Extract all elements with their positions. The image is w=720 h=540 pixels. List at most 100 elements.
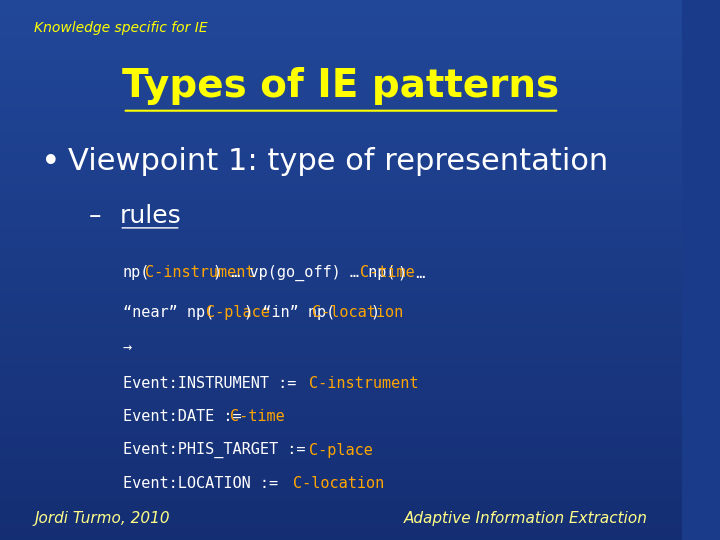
Bar	[0, 502, 682, 508]
Text: Event:LOCATION :=: Event:LOCATION :=	[122, 476, 287, 491]
Text: Adaptive Information Extraction: Adaptive Information Extraction	[404, 511, 648, 526]
Text: •: •	[41, 145, 60, 179]
Bar	[0, 421, 682, 427]
Bar	[0, 227, 682, 232]
Bar	[0, 97, 682, 103]
Bar	[0, 70, 682, 76]
Bar	[0, 146, 682, 151]
Bar	[0, 313, 682, 319]
Bar	[0, 497, 682, 502]
Text: Types of IE patterns: Types of IE patterns	[122, 68, 559, 105]
Bar	[0, 286, 682, 292]
Bar	[0, 32, 682, 38]
Bar	[0, 232, 682, 238]
Bar	[0, 346, 682, 351]
Bar	[0, 470, 682, 475]
Bar	[0, 189, 682, 194]
Bar	[0, 464, 682, 470]
Text: –: –	[89, 204, 101, 228]
Bar	[0, 410, 682, 416]
Bar	[0, 167, 682, 173]
Bar	[0, 248, 682, 254]
Bar	[0, 92, 682, 97]
Bar	[0, 5, 682, 11]
Bar	[0, 108, 682, 113]
Bar	[0, 275, 682, 281]
Bar	[0, 103, 682, 108]
Bar	[0, 81, 682, 86]
Text: Event:DATE :=: Event:DATE :=	[122, 409, 251, 424]
Bar	[0, 513, 682, 518]
Bar	[0, 27, 682, 32]
Text: C-instrument: C-instrument	[145, 265, 254, 280]
Bar	[0, 297, 682, 302]
Bar	[0, 221, 682, 227]
Text: →: →	[122, 340, 132, 355]
Text: ) … vp(go_off) … np(: ) … vp(go_off) … np(	[213, 265, 395, 281]
Text: C-time: C-time	[230, 409, 285, 424]
Text: C-place: C-place	[206, 305, 270, 320]
Text: C-place: C-place	[309, 443, 373, 457]
Bar	[0, 0, 682, 5]
Bar	[0, 324, 682, 329]
Bar	[0, 302, 682, 308]
Bar	[0, 394, 682, 400]
Bar	[0, 356, 682, 362]
Bar	[0, 119, 682, 124]
Bar	[0, 43, 682, 49]
Text: ) …: ) …	[397, 265, 425, 280]
Bar	[0, 59, 682, 65]
Bar	[0, 140, 682, 146]
Bar	[0, 243, 682, 248]
Bar	[0, 292, 682, 297]
Bar	[0, 351, 682, 356]
Bar	[0, 184, 682, 189]
Text: Knowledge specific for IE: Knowledge specific for IE	[34, 22, 208, 36]
Bar	[0, 157, 682, 162]
Text: rules: rules	[120, 204, 181, 228]
Bar	[0, 319, 682, 324]
Text: C-location: C-location	[293, 476, 384, 491]
Bar	[0, 16, 682, 22]
Bar	[0, 367, 682, 373]
Bar	[0, 405, 682, 410]
Bar	[0, 373, 682, 378]
Text: Event:PHIS_TARGET :=: Event:PHIS_TARGET :=	[122, 442, 315, 458]
Bar	[0, 211, 682, 216]
Bar	[0, 259, 682, 265]
Bar	[0, 329, 682, 335]
Bar	[0, 270, 682, 275]
Bar	[0, 194, 682, 200]
Bar	[0, 216, 682, 221]
Bar	[0, 130, 682, 135]
Bar	[0, 335, 682, 340]
Text: ): )	[370, 305, 379, 320]
Bar	[0, 459, 682, 464]
Bar	[0, 340, 682, 346]
Bar	[0, 54, 682, 59]
Bar	[0, 173, 682, 178]
Bar	[0, 200, 682, 205]
Bar	[0, 416, 682, 421]
Bar	[0, 254, 682, 259]
Text: C-location: C-location	[312, 305, 403, 320]
Bar	[0, 11, 682, 16]
Bar	[0, 205, 682, 211]
Bar	[0, 49, 682, 54]
Text: Jordi Turmo, 2010: Jordi Turmo, 2010	[34, 511, 170, 526]
Bar	[0, 432, 682, 437]
Bar	[0, 162, 682, 167]
Bar	[0, 362, 682, 367]
Bar	[0, 443, 682, 448]
Bar	[0, 113, 682, 119]
Text: “near” np(: “near” np(	[122, 305, 214, 320]
Bar	[0, 65, 682, 70]
Bar	[0, 454, 682, 459]
Bar	[0, 529, 682, 535]
Bar	[0, 508, 682, 513]
Bar	[0, 491, 682, 497]
Bar	[0, 383, 682, 389]
Bar	[0, 151, 682, 157]
Bar	[0, 389, 682, 394]
Bar	[0, 38, 682, 43]
